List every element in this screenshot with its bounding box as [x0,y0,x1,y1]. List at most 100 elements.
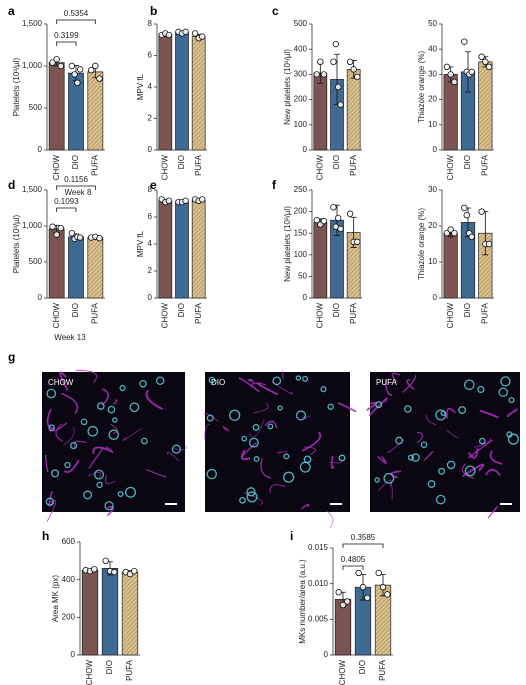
p-value-label: 0.4805 [341,555,366,564]
megakaryocyte [171,444,181,454]
y-tick-label: 6 [148,212,153,221]
panel-letter: h [42,529,49,543]
bar [158,34,173,151]
data-point [339,601,347,609]
micrograph: PUFA [366,372,520,519]
vessel [304,446,317,455]
megakaryocyte [241,435,248,442]
data-point [337,225,344,233]
vessel [489,450,503,465]
megakaryocyte [97,402,105,410]
vessel [423,450,434,461]
x-tick-label: DIO [332,155,341,169]
x-tick-label: PUFA [349,154,358,176]
vessel [377,455,387,464]
vessel [63,426,75,446]
significance-bracket [56,41,77,46]
x-tick-label: PUFA [480,154,489,176]
vessel [240,449,251,461]
data-point [375,569,382,577]
y-tick-label: 2 [148,114,153,123]
megakaryocyte [338,454,346,462]
y-axis-label: MPV fL [136,73,145,100]
megakaryocyte [119,384,126,392]
megakaryocyte [112,417,118,423]
data-point [354,238,361,246]
bar [158,200,173,299]
vessel [55,423,64,442]
vessel [253,403,269,413]
y-tick-label: 0 [38,293,43,302]
y-axis-label: Thiazole orange (%) [417,208,426,280]
megakaryocyte [46,388,57,399]
data-point [49,223,56,230]
y-tick-label: 250 [294,185,308,194]
panel-letter: f [272,178,277,192]
vessel [166,452,180,462]
vessel [248,419,265,438]
y-axis-label: MPV fL [136,230,145,257]
x-tick-label: CHOW [446,303,455,329]
data-point [478,53,485,60]
data-point [96,235,103,242]
vessel [390,481,393,500]
data-point [313,71,320,78]
y-tick-label: 100 [294,250,308,259]
megakaryocyte [108,429,120,441]
megakaryocyte [206,468,217,480]
data-point [96,75,103,82]
x-tick-label: DIO [463,303,472,317]
vessel [46,499,57,522]
megakaryocyte [48,424,55,431]
vessel [110,423,118,434]
vessel [204,423,210,441]
data-point [355,569,362,577]
x-tick-label: CHOW [52,303,61,329]
y-tick-label: 0.015 [308,543,329,552]
y-tick-label: 0 [71,650,76,659]
bar [191,199,206,299]
x-tick-label: CHOW [338,660,347,685]
vessel [277,451,288,454]
vessel [479,409,499,419]
vessel [416,431,424,444]
megakaryocyte [246,491,258,503]
data-point [92,62,99,70]
y-tick-label: 500 [29,103,43,112]
megakaryocyte [83,490,93,500]
data-point [68,229,76,237]
vessel [122,427,143,441]
data-point [74,79,81,86]
data-point [317,58,324,65]
bar [191,36,206,151]
vessel [506,408,519,417]
data-point [332,40,340,48]
y-tick-label: 0 [433,145,438,154]
vessel [301,431,322,452]
x-tick-label: DIO [71,303,80,317]
vessel [485,468,501,476]
megakaryocyte [375,401,383,409]
y-tick-label: 0 [303,145,308,154]
data-point [49,59,56,66]
data-point [320,71,328,78]
y-tick-label: 150 [294,228,308,237]
megakaryocyte [302,375,309,382]
vessel [425,414,437,426]
x-tick-label: CHOW [315,303,324,329]
y-tick-label: 10 [428,257,437,266]
vessel [282,370,284,380]
x-tick-label: DIO [71,155,80,169]
vessel [172,445,187,451]
y-tick-label: 0 [148,293,153,302]
megakaryocyte [438,467,446,475]
x-tick-label: PUFA [90,154,99,176]
megakaryocyte [129,402,140,413]
y-tick-label: 10 [428,120,437,129]
megakaryocyte [272,376,282,386]
megakaryocyte [94,469,105,480]
data-point [76,66,84,73]
y-tick-label: 1,000 [22,61,43,70]
data-point [350,66,357,73]
